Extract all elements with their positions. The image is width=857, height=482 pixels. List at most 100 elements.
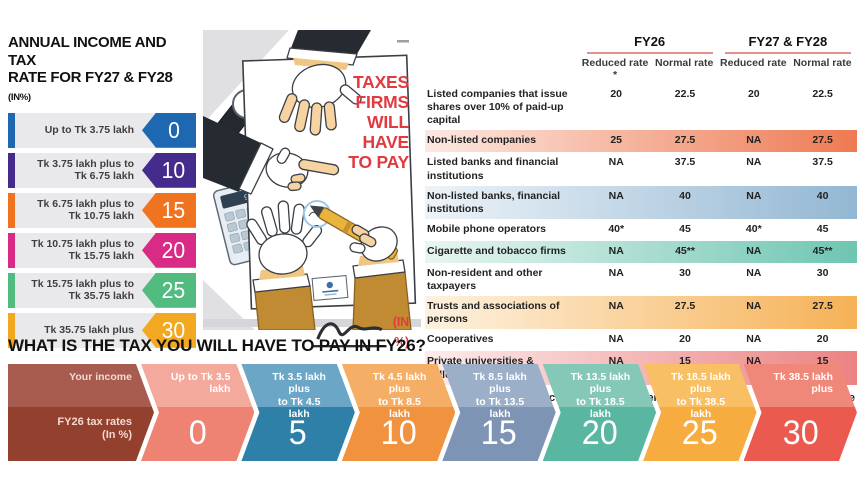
headline-line: WILL xyxy=(367,112,409,132)
segment-rate-value: 15 xyxy=(481,414,517,452)
business-card-icon xyxy=(311,275,349,301)
segment-income-band: Tk 18.5 lakh plus to Tk 38.5 lakh xyxy=(643,364,756,407)
cell-fy26-normal: 45** xyxy=(675,244,695,257)
bracket-rate-badge: 25 xyxy=(142,272,196,308)
segment-rate-value: 20 xyxy=(581,414,618,452)
table-row: Non-listed banks, financial institutions… xyxy=(425,185,857,219)
headline-line: TO PAY xyxy=(348,152,409,172)
cell-fy27-normal: 27.5 xyxy=(812,300,833,313)
cell-fy26-reduced: 40* xyxy=(608,222,625,235)
row-label: Trusts and associations of persons xyxy=(427,300,560,326)
table-subheader-spacer xyxy=(425,57,581,81)
segment-income-line2: to Tk 13.5 lakh xyxy=(475,395,525,421)
segment-income-line2: to Tk 38.5 lakh xyxy=(676,395,726,421)
table-row: Non-resident and other taxpayers NA 30 N… xyxy=(425,262,857,297)
cell-fy27-normal: 40 xyxy=(816,189,829,202)
cell-fy27-reduced: NA xyxy=(746,134,762,147)
segment-rate-value: 10 xyxy=(380,414,417,452)
segment-rate-band: 20 xyxy=(543,407,656,461)
cell-fy26-reduced: 20 xyxy=(610,88,623,100)
segment-rate-band: 25 xyxy=(643,407,756,461)
bracket-income-label: Tk 35.75 lakh plus xyxy=(44,324,134,337)
segment-rate-band: 30 xyxy=(744,407,857,461)
segment-income-band: Tk 13.5 lakh plus to Tk 18.5 lakh xyxy=(543,364,656,407)
left-panel-title-line1: ANNUAL INCOME AND TAX xyxy=(8,34,167,69)
segment-income-line2: plus xyxy=(811,383,833,396)
cell-fy27-normal: 45 xyxy=(816,222,829,235)
legend-bottom: FY26 tax rates (In %) xyxy=(8,407,154,461)
cell-fy27-normal: 27.5 xyxy=(812,134,833,147)
cell-fy27-normal: 15 xyxy=(816,355,829,368)
headline-line: FIRMS xyxy=(355,92,410,112)
segment-rate-band: 15 xyxy=(442,407,555,461)
cell-fy26-reduced: NA xyxy=(608,333,624,346)
column-header: Normal rate xyxy=(793,57,852,69)
income-bracket-row: Up to Tk 3.75 lakh 0 xyxy=(8,112,196,148)
table-subheader-row: Reduced rate * Normal rate Reduced rate … xyxy=(425,57,857,81)
bracket-income-label: Tk 15.75 lakh plus to Tk 35.75 lakh xyxy=(31,277,134,303)
cell-fy27-reduced: 40* xyxy=(745,222,762,235)
row-label: Cooperatives xyxy=(427,333,494,346)
segment-rate-band: 10 xyxy=(342,407,455,461)
table-row: Cigarette and tobacco firms NA 45** NA 4… xyxy=(425,240,857,263)
column-header: Reduced rate xyxy=(720,57,787,69)
segment-rate-value: 5 xyxy=(289,414,308,452)
table-row: Listed banks and financial institutions … xyxy=(425,152,857,186)
income-bracket-row: Tk 6.75 lakh plus to Tk 10.75 lakh 15 xyxy=(8,192,196,228)
open-palm-hand-illustration xyxy=(246,200,323,330)
column-header: Reduced rate * xyxy=(581,57,649,81)
bracket-rate-value: 25 xyxy=(161,276,186,303)
cell-fy26-reduced: NA xyxy=(608,156,624,169)
income-bracket-list: Up to Tk 3.75 lakh 0 Tk 3.75 lakh plus t… xyxy=(8,112,196,348)
segment-income-line2: to Tk 8.5 lakh xyxy=(378,395,421,421)
cell-fy27-reduced: 20 xyxy=(747,88,760,100)
cell-fy26-normal: 30 xyxy=(679,266,691,279)
cell-fy27-normal: 20 xyxy=(816,333,829,346)
row-label: Mobile phone operators xyxy=(427,222,547,235)
signature-icon xyxy=(313,322,387,348)
segment-income-line2: to Tk 18.5 lakh xyxy=(576,395,625,421)
bracket-rate-value: 10 xyxy=(161,156,186,183)
cell-fy27-normal: 45** xyxy=(812,244,833,257)
tax-bracket-segment: Up to Tk 3.5 lakh 0 xyxy=(141,364,254,461)
bracket-income-label: Tk 6.75 lakh plus to Tk 10.75 lakh xyxy=(37,197,134,223)
headline-subtitle-row: (IN %) xyxy=(313,182,409,482)
top-hand-illustration xyxy=(278,30,371,136)
row-label: Cigarette and tobacco firms xyxy=(427,244,566,257)
legend-top: Your income xyxy=(8,364,154,407)
left-panel-title: ANNUAL INCOME AND TAX RATE FOR FY27 & FY… xyxy=(8,34,196,105)
segment-income-band: Up to Tk 3.5 lakh xyxy=(141,364,254,407)
row-label: Listed companies that issue shares over … xyxy=(427,88,568,127)
segment-income-band: Tk 38.5 lakh plus xyxy=(744,364,857,407)
income-bracket-row: Tk 15.75 lakh plus to Tk 35.75 lakh 25 xyxy=(8,272,196,308)
cell-fy26-normal: 37.5 xyxy=(674,156,696,169)
cell-fy27-reduced: NA xyxy=(746,333,762,346)
segment-rate-band: 0 xyxy=(141,407,254,461)
cell-fy26-normal: 22.5 xyxy=(674,88,696,100)
cell-fy26-normal: 20 xyxy=(679,333,691,346)
bracket-income-label: Up to Tk 3.75 lakh xyxy=(44,124,134,137)
chevron-legend-block: Your income FY26 tax rates (In %) xyxy=(8,364,154,461)
income-bracket-row: Tk 35.75 lakh plus 30 xyxy=(8,312,196,348)
segment-income-line1: Tk 13.5 lakh plus xyxy=(570,371,631,396)
table-group-header: FY26 FY27 & FY28 xyxy=(425,34,857,54)
table-group-fy26: FY26 xyxy=(581,34,719,54)
segment-rate-value: 30 xyxy=(782,414,819,452)
bracket-income-label: Tk 3.75 lakh plus to Tk 6.75 lakh xyxy=(37,157,134,183)
segment-rate-band: 5 xyxy=(241,407,354,461)
segment-income-line1: Tk 8.5 lakh plus xyxy=(473,371,527,396)
signing-hand-illustration xyxy=(309,205,412,330)
bracket-income-label: Tk 10.75 lakh plus to Tk 15.75 lakh xyxy=(31,237,134,263)
group-underline xyxy=(724,52,851,54)
row-label: Listed banks and financial institutions xyxy=(427,156,559,182)
segment-income-line1: Up to Tk 3.5 xyxy=(170,371,231,383)
cell-fy26-reduced: NA xyxy=(608,300,624,313)
cell-fy27-reduced: NA xyxy=(746,300,762,313)
segment-rate-value: 25 xyxy=(681,414,718,452)
tax-bracket-segment: Tk 4.5 lakh plus to Tk 8.5 lakh 10 xyxy=(342,364,455,461)
income-tax-rate-panel: ANNUAL INCOME AND TAX RATE FOR FY27 & FY… xyxy=(8,34,196,348)
fy26-personal-tax-section: WHAT IS THE TAX YOU WILL HAVE TO PAY IN … xyxy=(8,336,857,461)
row-label: Non-listed companies xyxy=(427,134,537,147)
segment-income-band: Tk 8.5 lakh plus to Tk 13.5 lakh xyxy=(442,364,555,407)
